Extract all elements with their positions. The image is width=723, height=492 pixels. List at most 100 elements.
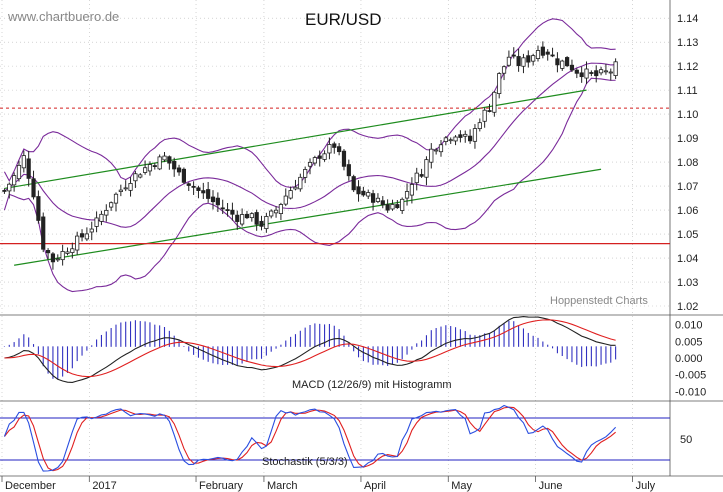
candle-body xyxy=(99,213,104,222)
candle xyxy=(584,61,589,85)
candle-body xyxy=(75,235,80,251)
candle xyxy=(50,252,56,270)
candle xyxy=(60,244,65,266)
candle xyxy=(327,137,332,160)
candle-body xyxy=(16,164,22,180)
candle xyxy=(55,254,60,262)
candle xyxy=(438,139,444,157)
candle xyxy=(235,210,240,230)
candle-body xyxy=(55,258,60,261)
candle xyxy=(385,199,390,213)
candle xyxy=(531,53,536,66)
candle xyxy=(511,47,516,59)
candle-body xyxy=(370,193,376,203)
candle-body xyxy=(269,210,274,217)
candle xyxy=(75,231,80,255)
candle xyxy=(104,204,109,222)
candle xyxy=(259,215,264,231)
candle xyxy=(303,166,308,184)
candle-body xyxy=(356,186,361,195)
candle xyxy=(157,154,162,171)
candle xyxy=(395,200,400,209)
candle-body xyxy=(579,72,584,78)
month-label: February xyxy=(199,480,244,492)
candle-body xyxy=(104,209,109,216)
candle-body xyxy=(385,204,390,211)
candle-body xyxy=(458,134,463,138)
candle xyxy=(269,209,274,219)
candle-body xyxy=(526,55,531,63)
candle-body xyxy=(152,165,157,167)
candle xyxy=(453,135,458,146)
candle xyxy=(118,184,123,197)
candle-body xyxy=(327,144,332,154)
candle-body xyxy=(565,57,570,67)
candle xyxy=(298,173,303,192)
candle-body xyxy=(12,175,17,186)
candle xyxy=(176,164,182,176)
candle-body xyxy=(254,212,259,225)
candle-body xyxy=(424,159,429,178)
price-tick-label: 1.12 xyxy=(677,61,698,73)
month-label: April xyxy=(364,480,386,492)
candle-body xyxy=(497,73,502,94)
candle xyxy=(249,212,254,222)
candle-body xyxy=(322,153,327,160)
candle-body xyxy=(50,253,56,263)
candle xyxy=(472,124,478,149)
candle xyxy=(356,180,361,202)
price-tick-label: 1.02 xyxy=(677,301,698,313)
candle-body xyxy=(560,60,565,69)
candle-body xyxy=(65,251,70,254)
price-tick-label: 1.08 xyxy=(677,157,698,169)
panel-frames xyxy=(0,0,723,477)
candle xyxy=(84,227,89,242)
candle xyxy=(351,174,356,193)
candle xyxy=(370,189,376,211)
grid-lines xyxy=(0,0,672,474)
candle-body xyxy=(448,139,453,142)
candle xyxy=(429,143,434,169)
candle xyxy=(288,186,293,200)
candle-body xyxy=(332,143,337,148)
candle-body xyxy=(70,248,75,253)
month-label: June xyxy=(539,480,563,492)
price-tick-label: 1.09 xyxy=(677,133,698,145)
candle-body xyxy=(109,202,114,208)
stochastic-d-line xyxy=(3,406,616,472)
candle xyxy=(36,190,41,224)
candle-body xyxy=(540,46,545,56)
candle-body xyxy=(337,146,342,153)
candle xyxy=(332,141,337,154)
candle xyxy=(142,160,148,175)
candle xyxy=(254,209,259,231)
candle-body xyxy=(133,173,138,182)
candle-body xyxy=(79,233,85,238)
candle xyxy=(346,159,351,181)
candle xyxy=(458,130,463,143)
candle-body xyxy=(244,213,250,219)
candle-body xyxy=(186,183,191,186)
candle-body xyxy=(555,58,560,66)
candle xyxy=(361,186,366,197)
candle-body xyxy=(589,72,594,74)
candle xyxy=(565,56,570,68)
candle xyxy=(109,201,114,211)
candle xyxy=(244,210,250,220)
candle-body xyxy=(113,193,119,204)
candle-body xyxy=(429,148,434,163)
candle xyxy=(230,202,235,221)
candle xyxy=(70,242,75,259)
candle xyxy=(366,189,371,200)
candle-body xyxy=(511,54,516,57)
candle-body xyxy=(225,209,230,212)
candle xyxy=(545,49,550,61)
candle-body xyxy=(375,197,381,202)
candle xyxy=(569,59,575,73)
candle-body xyxy=(613,61,618,76)
candle-body xyxy=(453,136,458,142)
candle-body xyxy=(89,228,94,233)
candle xyxy=(273,206,279,218)
